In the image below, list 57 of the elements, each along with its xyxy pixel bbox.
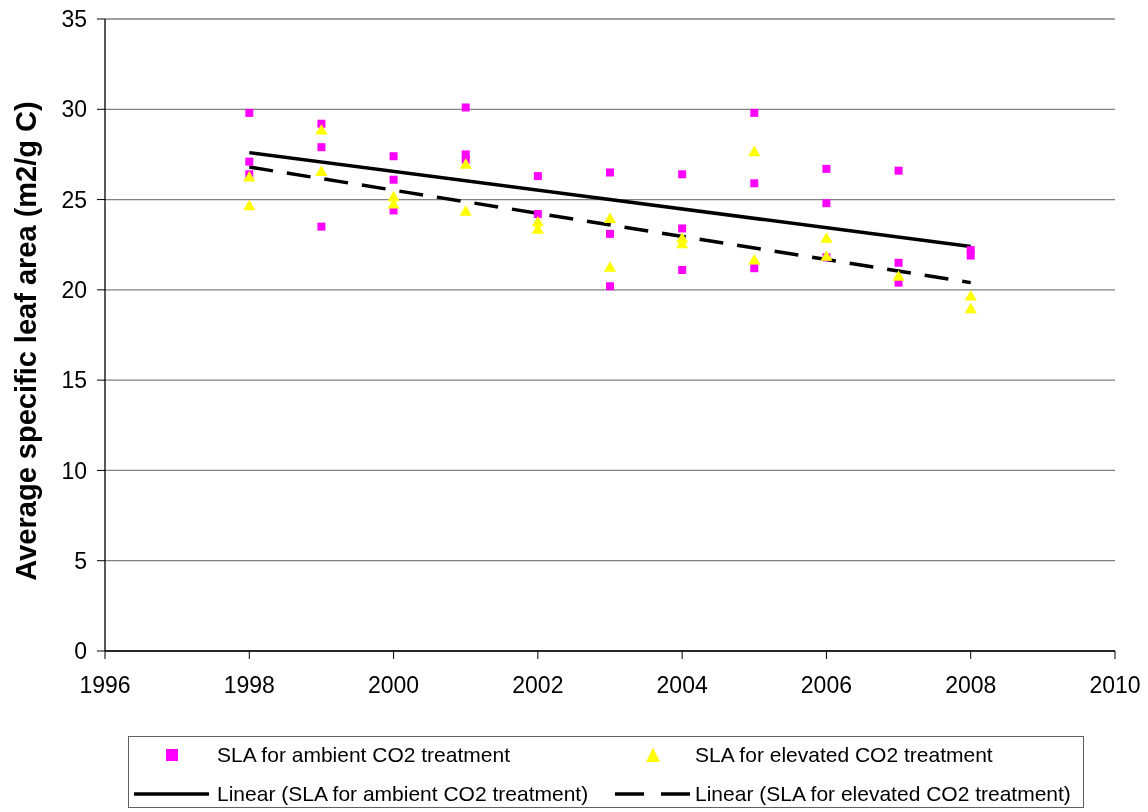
- y-tick-label: 15: [61, 367, 87, 394]
- point: [603, 212, 617, 223]
- point: [892, 270, 905, 281]
- point: [822, 199, 831, 208]
- point: [966, 251, 975, 260]
- point: [606, 229, 614, 238]
- point: [389, 175, 398, 184]
- point: [603, 261, 617, 272]
- point: [533, 210, 542, 219]
- point: [820, 232, 833, 243]
- point: [750, 264, 759, 273]
- x-tick-label: 2004: [656, 672, 708, 699]
- x-tick-label: 2006: [800, 672, 853, 699]
- x-tick-label: 2008: [945, 672, 997, 699]
- x-tick-label: 2010: [1089, 672, 1141, 699]
- point: [964, 290, 977, 301]
- point: [964, 302, 977, 314]
- point: [245, 157, 254, 166]
- y-tick-label: 5: [74, 547, 87, 574]
- point: [678, 224, 687, 233]
- point: [459, 158, 472, 169]
- legend-label: Linear (SLA for elevated CO2 treatment): [695, 782, 1071, 806]
- legend-label: Linear (SLA for ambient CO2 treatment): [217, 782, 589, 806]
- y-tick-label: 20: [61, 277, 87, 304]
- y-tick-label: 35: [61, 6, 87, 33]
- x-tick-label: 2002: [512, 672, 564, 699]
- y-tick-label: 0: [74, 638, 87, 665]
- point: [894, 258, 903, 267]
- point: [750, 179, 759, 188]
- point: [750, 108, 759, 117]
- point: [459, 205, 472, 216]
- point: [748, 253, 761, 265]
- legend-label: SLA for ambient CO2 treatment: [217, 743, 510, 767]
- point: [461, 103, 470, 112]
- y-tick-label: 25: [61, 186, 87, 213]
- point: [606, 168, 614, 177]
- point: [894, 166, 903, 175]
- point: [245, 108, 254, 117]
- point: [822, 164, 831, 173]
- x-tick-label: 2000: [367, 672, 420, 699]
- point: [315, 123, 328, 135]
- point: [748, 145, 761, 157]
- point: [678, 265, 687, 274]
- point: [606, 282, 614, 291]
- point: [317, 143, 326, 152]
- point: [389, 152, 398, 161]
- y-axis-title: Average specific leaf area (m2/g C): [10, 101, 42, 581]
- y-tick-label: 30: [61, 96, 87, 123]
- x-tick-label: 1998: [223, 672, 275, 699]
- y-tick-label: 10: [61, 457, 87, 484]
- point: [317, 222, 326, 231]
- point: [678, 170, 687, 179]
- x-tick-label: 1996: [79, 672, 131, 699]
- legend-label: SLA for elevated CO2 treatment: [695, 743, 993, 767]
- point: [533, 172, 542, 181]
- point: [243, 199, 256, 211]
- point: [315, 165, 328, 176]
